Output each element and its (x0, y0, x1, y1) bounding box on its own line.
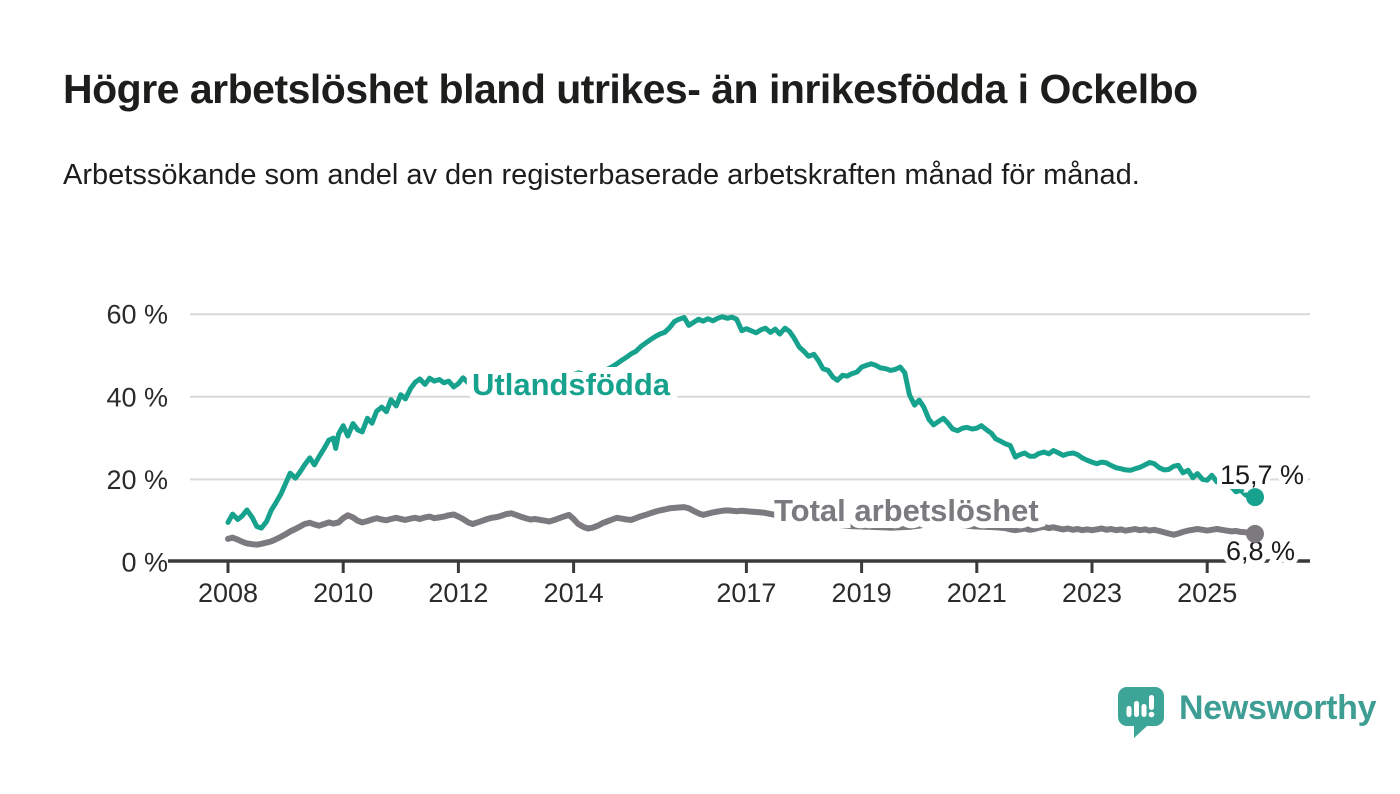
series-end-dots (1246, 488, 1265, 543)
series-end-dot-total (1246, 524, 1265, 543)
bar-chart-glyph (1126, 695, 1155, 718)
newsworthy-speech-bubble-icon (1118, 687, 1164, 738)
series-label-total-knockout: Total arbetslöshet (774, 493, 1039, 528)
page-title: Högre arbetslöshet bland utrikes- än inr… (63, 66, 1198, 112)
y-tick-label: 40 % (106, 382, 168, 412)
y-tick-label: 0 % (121, 548, 168, 578)
series-end-dot-utlandsfodda (1246, 488, 1265, 507)
series-label-total: Total arbetslöshet (774, 493, 1039, 528)
series-label-utlandsfodda: Utlandsfödda (472, 367, 671, 402)
x-tick-label: 2019 (832, 578, 892, 608)
x-tick-label: 2021 (947, 578, 1007, 608)
x-tick-label: 2025 (1177, 578, 1237, 608)
series-lines (225, 314, 1258, 548)
y-tick-label: 60 % (106, 300, 168, 330)
x-tick-label: 2012 (428, 578, 488, 608)
end-label-utlandsfodda: 15,7 % (1220, 460, 1304, 490)
x-axis: 2008 2010 2012 2014 2017 2019 2021 2023 2025 (168, 559, 1310, 608)
x-tick-label: 2023 (1062, 578, 1122, 608)
x-tick-label: 2010 (313, 578, 373, 608)
end-label-utlandsfodda-knockout: 15,7 % (1220, 460, 1304, 490)
x-tick-label: 2008 (198, 578, 258, 608)
end-value-labels: 15,7 %15,7 %6,8 %6,8 % (1215, 455, 1309, 571)
x-tick-label: 2014 (544, 578, 604, 608)
series-line-utlandsfodda (225, 314, 1258, 531)
series-label-utlandsfodda-knockout: Utlandsfödda (472, 367, 671, 402)
x-tick-label: 2017 (716, 578, 776, 608)
y-axis-labels: 0 % 20 % 40 % 60 % (106, 300, 168, 578)
y-tick-label: 20 % (106, 465, 168, 495)
newsworthy-wordmark: Newsworthy (1179, 689, 1377, 727)
series-line-total (225, 504, 1258, 548)
chart-subtitle: Arbetssökande som andel av den registerb… (63, 159, 1140, 191)
gridlines (190, 313, 1310, 481)
newsworthy-logo: Newsworthy (1117, 686, 1377, 738)
